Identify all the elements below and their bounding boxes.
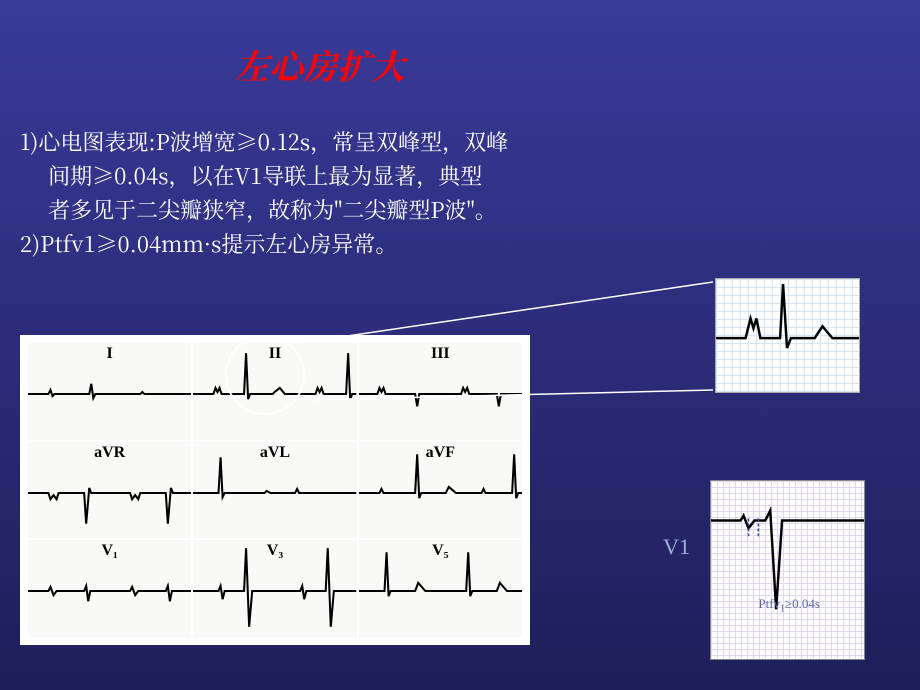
trace-V5	[359, 553, 522, 597]
ptfv-annotation: Ptfv1≥0.04s	[758, 596, 820, 615]
line-2: 间期≥0.04s，以在V1导联上最为显著，典型	[20, 159, 800, 193]
line-1: 1)心电图表现:P波增宽≥0.12s，常呈双峰型，双峰	[20, 125, 800, 159]
v1-ptfv-panel	[710, 480, 865, 660]
trace-V3	[193, 548, 356, 627]
trace-aVF	[359, 454, 522, 498]
zoom-ring-icon	[225, 335, 305, 415]
magnified-lead-II	[715, 278, 860, 393]
line-3: 者多见于二尖瓣狭窄，故称为"二尖瓣型P波"。	[20, 193, 800, 227]
lead-I: I	[28, 343, 191, 440]
lead-aVL: aVL	[193, 442, 356, 539]
ptfv-text: Ptfv	[758, 596, 780, 611]
line-4: 2)Ptfv1≥0.04mm·s提示左心房异常。	[20, 227, 800, 261]
body-text: 1)心电图表现:P波增宽≥0.12s，常呈双峰型，双峰 间期≥0.04s，以在V…	[20, 125, 800, 261]
ptfv-rest: ≥0.04s	[785, 596, 820, 611]
lead-III: III	[359, 343, 522, 440]
trace-aVL	[193, 457, 356, 497]
trace-aVR	[28, 488, 191, 524]
lead-V3: V₃	[193, 540, 356, 637]
magnified-trace	[716, 284, 859, 348]
v1-side-label: V1	[663, 534, 690, 560]
v1-trace	[711, 511, 864, 610]
lead-V5: V₅	[359, 540, 522, 637]
trace-V1	[28, 586, 191, 601]
trace-I	[28, 384, 191, 398]
slide-title: 左心房扩大	[235, 40, 405, 89]
lead-aVF: aVF	[359, 442, 522, 539]
lead-V1: V₁	[28, 540, 191, 637]
lead-aVR: aVR	[28, 442, 191, 539]
trace-III	[359, 388, 522, 406]
